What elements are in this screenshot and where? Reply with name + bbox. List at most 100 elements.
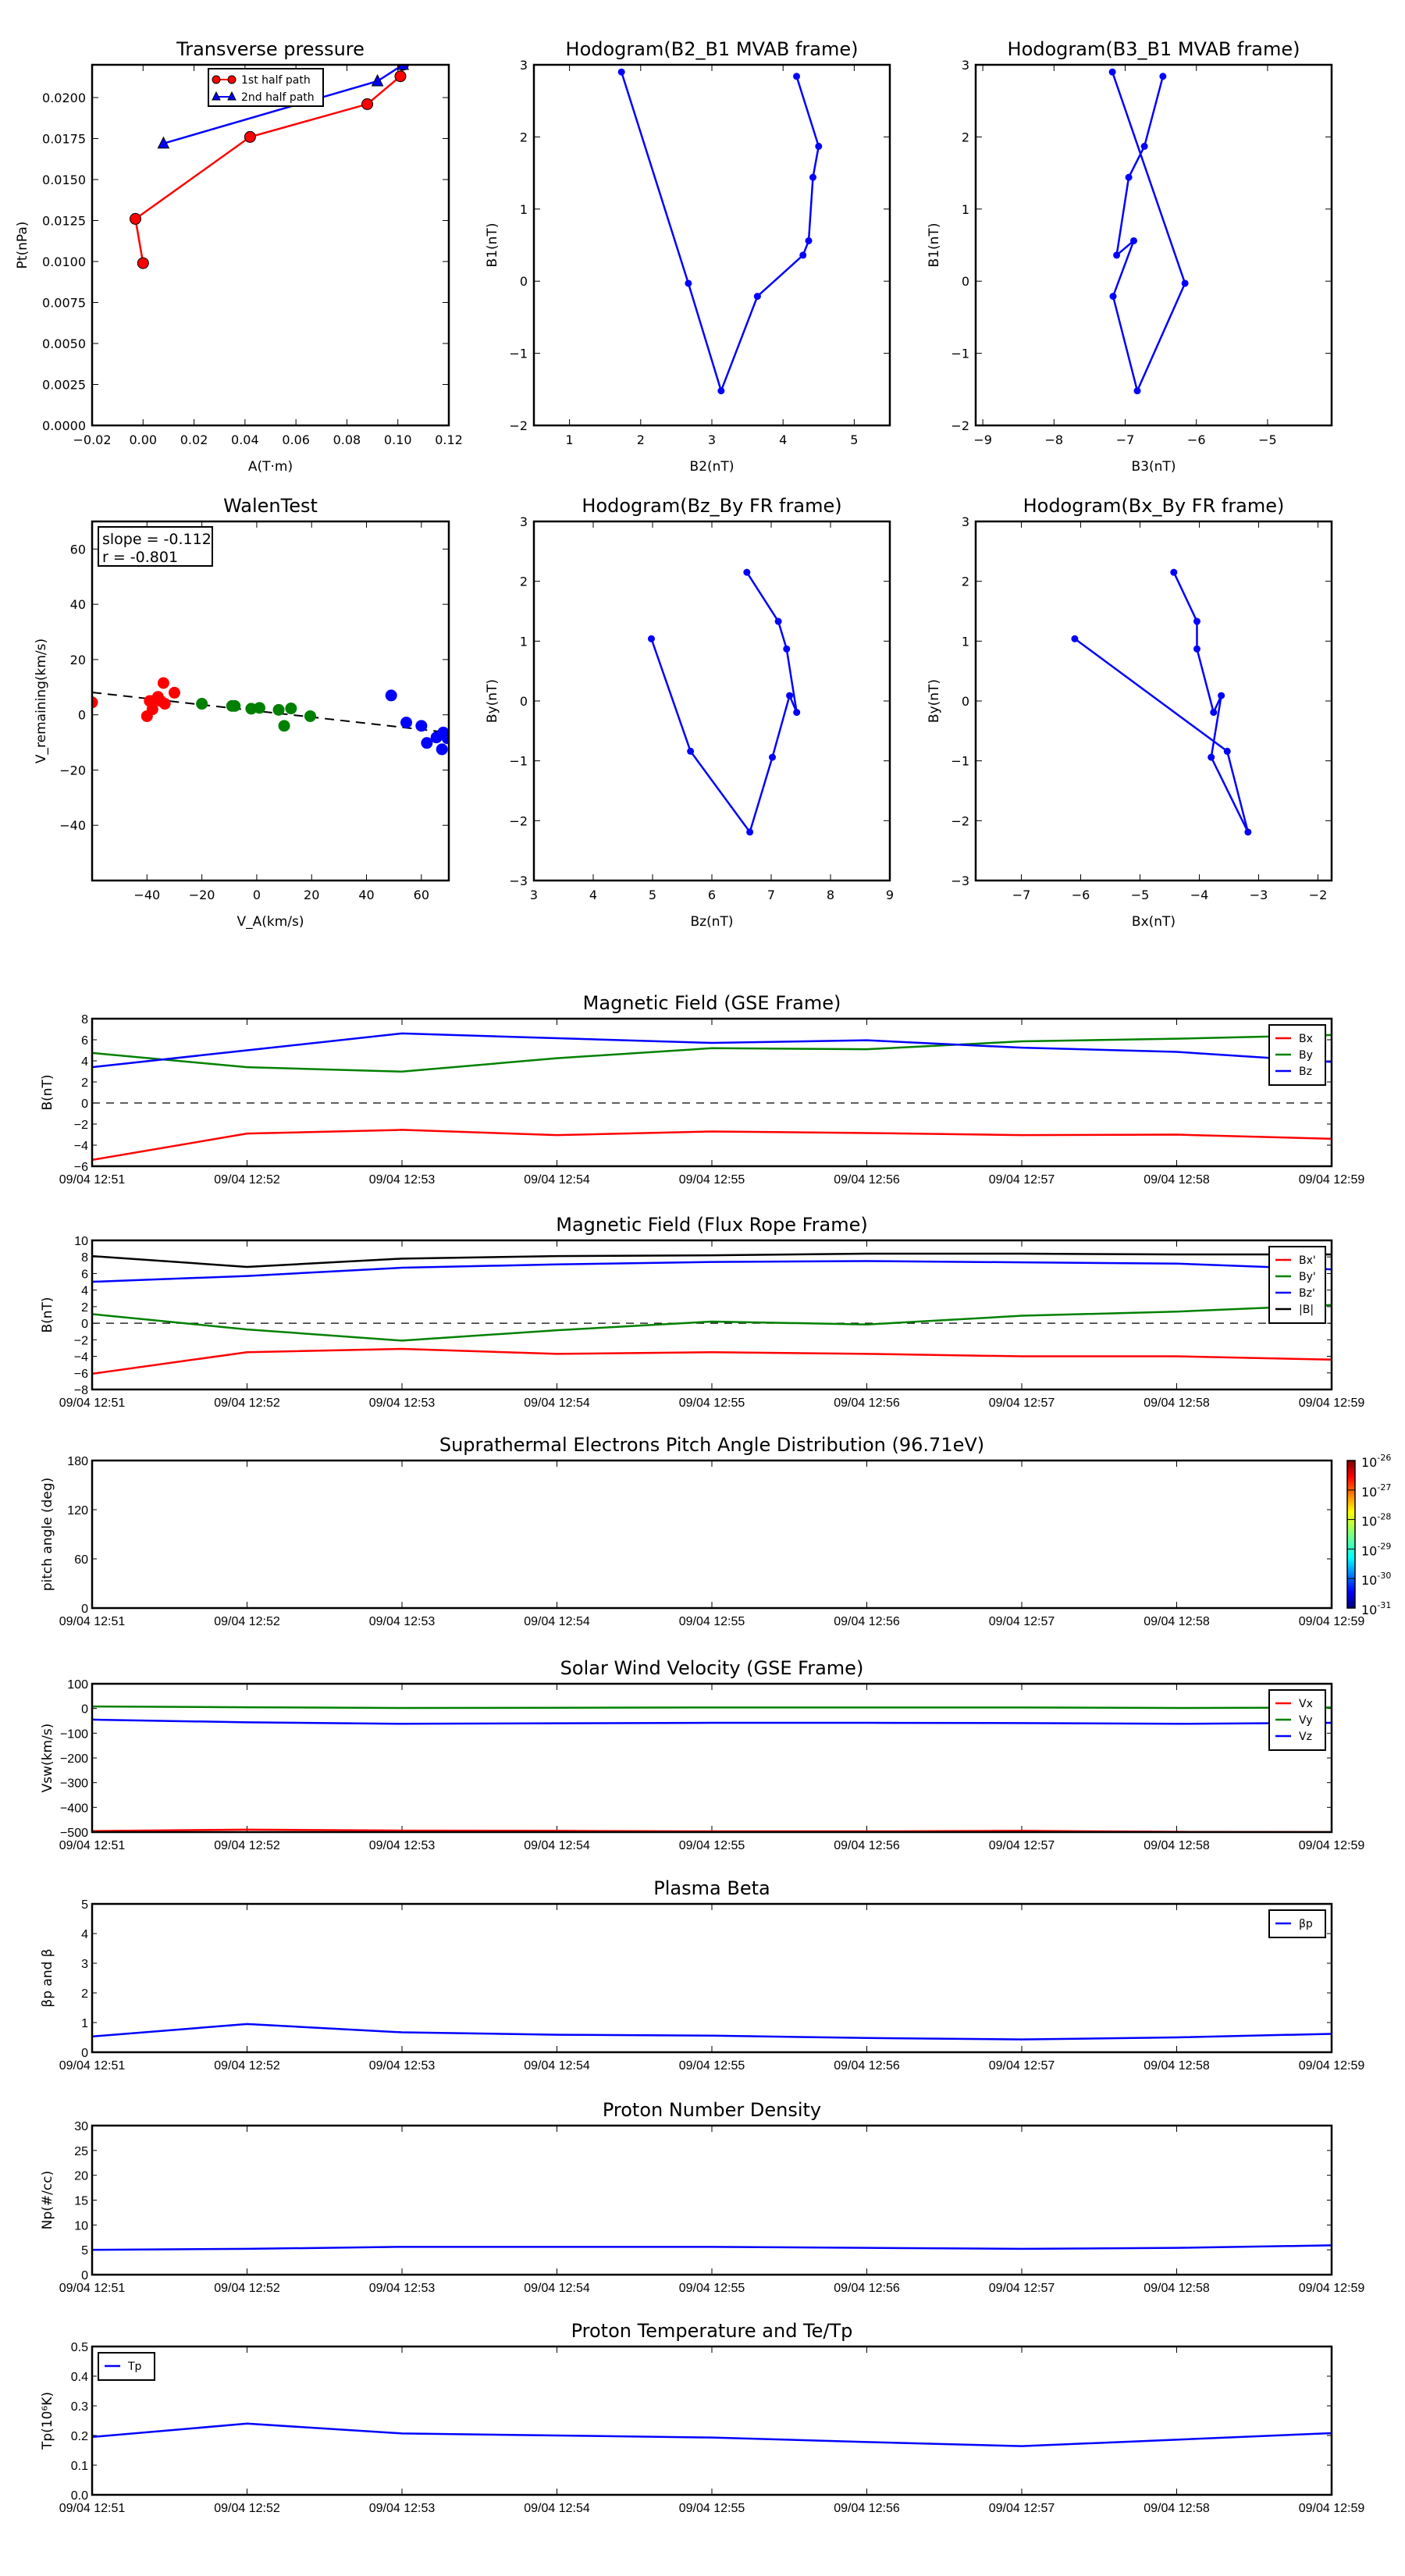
y-tick-label: 0	[962, 274, 969, 289]
y-tick-label: 6	[81, 1268, 88, 1281]
x-tick-label: 09/04 12:51	[59, 2282, 126, 2295]
y-tick-label: 0	[78, 708, 86, 723]
y-tick-label: 0.0200	[42, 91, 86, 105]
series-line-βp	[92, 2023, 1332, 2041]
data-point	[361, 98, 374, 110]
y-tick-label: 0.0	[71, 2489, 88, 2503]
x-tick-label: 09/04 12:59	[1299, 1615, 1365, 1628]
data-point	[1133, 387, 1141, 395]
y-tick-label: 0.4	[71, 2371, 88, 2384]
x-tick-label: 09/04 12:52	[214, 1397, 280, 1410]
y-axis-label: Tp(10⁶K)	[40, 2392, 55, 2450]
scatter-point	[158, 698, 171, 710]
y-tick-label: 25	[74, 2145, 88, 2158]
data-point	[1208, 753, 1215, 761]
y-tick-label: 0.0025	[42, 378, 86, 393]
chart-hodo_bzby: Hodogram(Bz_By FR frame) 3 4 5 6 7 8 9 −3 −2 −1 0 1 2…	[485, 495, 894, 930]
data-point	[685, 279, 692, 287]
x-tick-label: −4	[1190, 888, 1209, 902]
x-tick-label: 0.10	[384, 432, 412, 447]
plot-area	[647, 568, 801, 836]
y-tick-label: 4	[81, 1928, 88, 1941]
y-tick-label: 3	[520, 58, 528, 73]
legend: Bx By Bz	[1268, 1024, 1326, 1086]
x-axis-label: Bx(nT)	[1132, 914, 1176, 930]
y-tick-label: −1	[509, 347, 528, 361]
x-axis-label: V_A(km/s)	[237, 914, 304, 930]
y-tick-label: 3	[962, 514, 969, 529]
chart-mag_gse: Magnetic Field (GSE Frame) 09/04 12:51 09/…	[40, 992, 1364, 1187]
legend-label: By	[1299, 1049, 1313, 1062]
y-tick-label: −500	[60, 1827, 88, 1840]
chart-walen: WalenTest −40 −20 0 20 40 60 −40 −20 0 20 40 60 V_A(k…	[34, 495, 450, 930]
x-tick-label: 09/04 12:53	[369, 1615, 436, 1628]
y-tick-label: 3	[962, 58, 969, 73]
colorbar-tick-base: 10	[1361, 1573, 1377, 1588]
x-tick-label: 09/04 12:54	[524, 1173, 590, 1187]
y-tick-label: −4	[74, 1351, 88, 1364]
colorbar-tick-label: 10-30	[1361, 1571, 1391, 1588]
data-point	[746, 828, 754, 836]
data-point	[371, 73, 384, 87]
plot-area	[92, 2023, 1332, 2041]
y-tick-label: 4	[81, 1055, 88, 1069]
x-tick-label: 09/04 12:54	[524, 1839, 590, 1852]
chart-np: Proton Number Density 09/04 12:51 09/04 12…	[40, 2099, 1364, 2295]
chart-mag_fr: Magnetic Field (Flux Rope Frame) 09/04 12…	[40, 1214, 1364, 1410]
plot-area	[1071, 568, 1252, 836]
data-point	[1193, 617, 1200, 625]
x-tick-label: 6	[708, 888, 716, 902]
x-tick-label: 09/04 12:57	[989, 1397, 1055, 1410]
y-tick-label: 15	[74, 2195, 88, 2208]
axes-frame	[91, 1682, 1333, 1834]
colorbar-tick-base: 10	[1361, 1603, 1377, 1617]
y-axis-label: B1(nT)	[927, 223, 942, 268]
data-point	[244, 130, 256, 143]
x-tick-label: 09/04 12:59	[1299, 1839, 1365, 1852]
y-tick-label: 40	[70, 597, 86, 612]
colorbar-tick-base: 10	[1361, 1485, 1377, 1500]
colorbar-tick-exponent: -30	[1377, 1571, 1391, 1581]
colorbar-tick-base: 10	[1361, 1514, 1377, 1529]
data-point	[805, 237, 813, 244]
y-tick-label: 0.0075	[42, 296, 86, 311]
chart-transverse: Transverse pressure −0.02 0.00 0.02 0.04 0.06…	[15, 38, 463, 475]
slope-text: slope = -0.112	[102, 531, 212, 548]
x-tick-label: 60	[414, 888, 429, 902]
x-tick-label: 09/04 12:54	[524, 2059, 590, 2073]
legend-label: |B|	[1299, 1304, 1314, 1316]
x-tick-label: 09/04 12:54	[524, 1397, 590, 1410]
x-tick-label: −3	[1250, 888, 1268, 902]
colorbar-tick-label: 10-29	[1361, 1541, 1391, 1558]
y-tick-label: 30	[74, 2120, 88, 2133]
data-point	[1159, 73, 1167, 80]
x-tick-label: 20	[304, 888, 319, 902]
y-tick-label: 120	[67, 1504, 88, 1517]
x-tick-label: 09/04 12:57	[989, 1839, 1055, 1852]
x-tick-label: 09/04 12:53	[369, 1173, 436, 1187]
x-tick-label: 09/04 12:58	[1144, 1839, 1210, 1852]
y-tick-label: 2	[81, 1076, 88, 1090]
y-axis-label: By(nT)	[485, 679, 500, 723]
x-tick-label: −2	[1309, 888, 1328, 902]
y-tick-label: 0.0175	[42, 132, 86, 147]
data-point	[774, 617, 782, 625]
data-point	[1210, 709, 1218, 717]
x-tick-label: 09/04 12:57	[989, 1615, 1055, 1628]
y-axis-label: βp and β	[40, 1948, 55, 2007]
plot-area	[1108, 68, 1189, 395]
x-tick-label: 1	[566, 432, 574, 447]
y-tick-label: 20	[70, 653, 86, 667]
y-tick-label: 0	[81, 2269, 88, 2282]
x-tick-label: −8	[1045, 432, 1064, 447]
y-tick-label: 6	[81, 1034, 88, 1048]
scatter-point	[385, 689, 397, 702]
y-axis-label: pitch angle (deg)	[40, 1478, 55, 1592]
data-point	[793, 709, 801, 717]
y-tick-label: 3	[520, 514, 528, 529]
x-tick-label: −40	[133, 888, 160, 902]
colorbar-tick-base: 10	[1361, 1455, 1377, 1470]
x-tick-label: 09/04 12:55	[679, 1397, 745, 1410]
data-point	[1129, 237, 1137, 244]
y-tick-label: −4	[74, 1140, 88, 1153]
